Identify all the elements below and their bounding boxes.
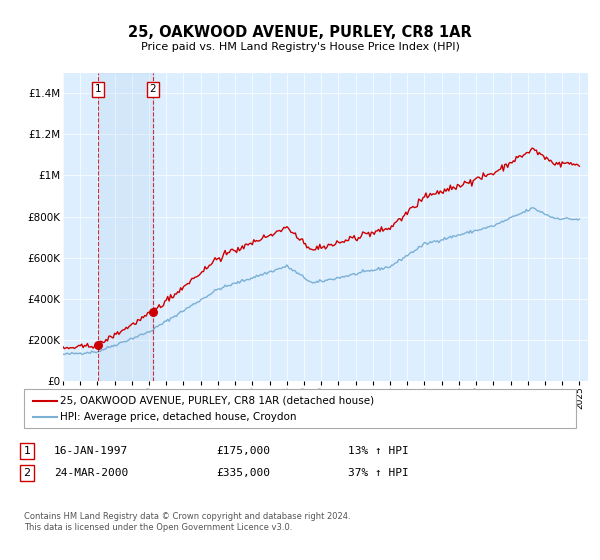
Text: £175,000: £175,000 <box>216 446 270 456</box>
Text: 16-JAN-1997: 16-JAN-1997 <box>54 446 128 456</box>
Text: 13% ↑ HPI: 13% ↑ HPI <box>348 446 409 456</box>
Bar <box>98 73 153 381</box>
Text: Contains HM Land Registry data © Crown copyright and database right 2024.
This d: Contains HM Land Registry data © Crown c… <box>24 512 350 532</box>
Text: 37% ↑ HPI: 37% ↑ HPI <box>348 468 409 478</box>
Text: 25, OAKWOOD AVENUE, PURLEY, CR8 1AR (detached house): 25, OAKWOOD AVENUE, PURLEY, CR8 1AR (det… <box>60 396 374 406</box>
Text: £335,000: £335,000 <box>216 468 270 478</box>
Text: HPI: Average price, detached house, Croydon: HPI: Average price, detached house, Croy… <box>60 412 296 422</box>
Text: 1: 1 <box>95 84 101 94</box>
Text: 1: 1 <box>23 446 31 456</box>
Text: 2: 2 <box>23 468 31 478</box>
Text: Price paid vs. HM Land Registry's House Price Index (HPI): Price paid vs. HM Land Registry's House … <box>140 42 460 52</box>
Point <box>148 307 158 316</box>
Point <box>94 340 103 349</box>
Text: 2: 2 <box>150 84 157 94</box>
Text: 25, OAKWOOD AVENUE, PURLEY, CR8 1AR: 25, OAKWOOD AVENUE, PURLEY, CR8 1AR <box>128 25 472 40</box>
Text: 24-MAR-2000: 24-MAR-2000 <box>54 468 128 478</box>
